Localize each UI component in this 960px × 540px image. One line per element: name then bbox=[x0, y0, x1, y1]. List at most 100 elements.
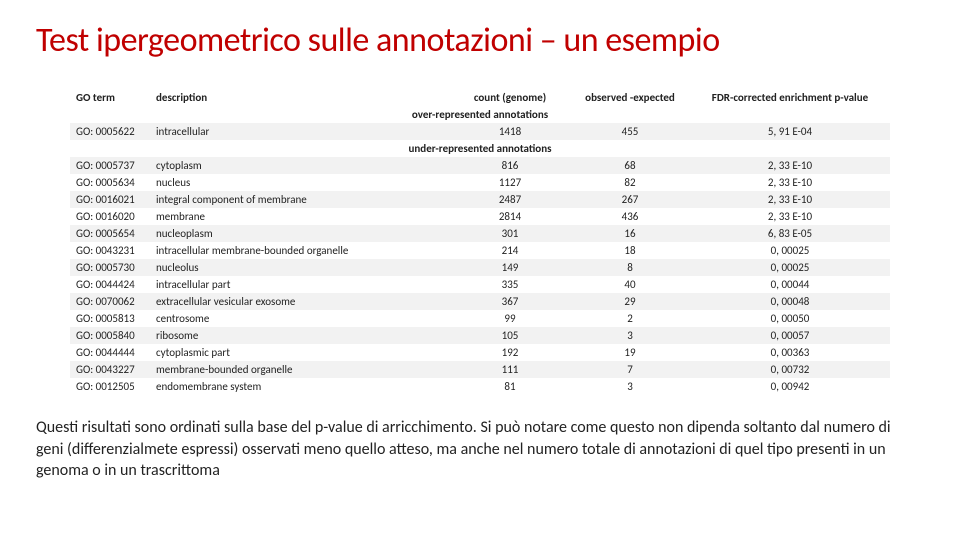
cell-fdr: 0, 00057 bbox=[690, 327, 890, 344]
cell-obs-exp: 7 bbox=[570, 361, 690, 378]
cell-description: extracellular vesicular exosome bbox=[150, 293, 450, 310]
cell-description: membrane-bounded organelle bbox=[150, 361, 450, 378]
cell-obs-exp: 82 bbox=[570, 174, 690, 191]
cell-go-term: GO: 0005840 bbox=[70, 327, 150, 344]
cell-fdr: 5, 91 E-04 bbox=[690, 123, 890, 140]
annotations-table: GO term description count (genome) obser… bbox=[70, 89, 890, 395]
cell-obs-exp: 2 bbox=[570, 310, 690, 327]
th-fdr: FDR-corrected enrichment p-value bbox=[690, 89, 890, 106]
table-row: GO: 0043231intracellular membrane-bounde… bbox=[70, 242, 890, 259]
cell-description: membrane bbox=[150, 208, 450, 225]
cell-obs-exp: 3 bbox=[570, 378, 690, 395]
cell-fdr: 0, 00050 bbox=[690, 310, 890, 327]
section-row: under-represented annotations bbox=[70, 140, 890, 157]
cell-go-term: GO: 0044424 bbox=[70, 276, 150, 293]
cell-count: 192 bbox=[450, 344, 570, 361]
cell-fdr: 2, 33 E-10 bbox=[690, 157, 890, 174]
caption-text: Questi risultati sono ordinati sulla bas… bbox=[36, 417, 916, 482]
cell-fdr: 0, 00942 bbox=[690, 378, 890, 395]
cell-description: cytoplasmic part bbox=[150, 344, 450, 361]
cell-fdr: 2, 33 E-10 bbox=[690, 191, 890, 208]
cell-obs-exp: 8 bbox=[570, 259, 690, 276]
cell-obs-exp: 19 bbox=[570, 344, 690, 361]
cell-description: integral component of membrane bbox=[150, 191, 450, 208]
cell-count: 214 bbox=[450, 242, 570, 259]
cell-go-term: GO: 0043231 bbox=[70, 242, 150, 259]
cell-count: 1127 bbox=[450, 174, 570, 191]
section-label: under-represented annotations bbox=[70, 140, 890, 157]
slide-title: Test ipergeometrico sulle annotazioni – … bbox=[36, 20, 924, 61]
table-row: GO: 0016021integral component of membran… bbox=[70, 191, 890, 208]
cell-fdr: 0, 00363 bbox=[690, 344, 890, 361]
cell-count: 105 bbox=[450, 327, 570, 344]
table-row: GO: 0012505endomembrane system8130, 0094… bbox=[70, 378, 890, 395]
cell-go-term: GO: 0005737 bbox=[70, 157, 150, 174]
cell-fdr: 2, 33 E-10 bbox=[690, 174, 890, 191]
table-row: GO: 0044424intracellular part335400, 000… bbox=[70, 276, 890, 293]
cell-count: 335 bbox=[450, 276, 570, 293]
cell-fdr: 2, 33 E-10 bbox=[690, 208, 890, 225]
th-count: count (genome) bbox=[450, 89, 570, 106]
cell-obs-exp: 3 bbox=[570, 327, 690, 344]
section-label: over-represented annotations bbox=[70, 106, 890, 123]
cell-description: nucleolus bbox=[150, 259, 450, 276]
cell-go-term: GO: 0005622 bbox=[70, 123, 150, 140]
cell-obs-exp: 267 bbox=[570, 191, 690, 208]
table-row: GO: 0005634nucleus1127822, 33 E-10 bbox=[70, 174, 890, 191]
cell-go-term: GO: 0044444 bbox=[70, 344, 150, 361]
annotations-table-wrap: GO term description count (genome) obser… bbox=[70, 89, 890, 395]
cell-count: 301 bbox=[450, 225, 570, 242]
th-obs-exp: observed -expected bbox=[570, 89, 690, 106]
cell-fdr: 0, 00048 bbox=[690, 293, 890, 310]
table-row: GO: 0005737cytoplasm816682, 33 E-10 bbox=[70, 157, 890, 174]
cell-description: endomembrane system bbox=[150, 378, 450, 395]
cell-go-term: GO: 0016021 bbox=[70, 191, 150, 208]
table-row: GO: 0005840ribosome10530, 00057 bbox=[70, 327, 890, 344]
section-row: over-represented annotations bbox=[70, 106, 890, 123]
cell-go-term: GO: 0016020 bbox=[70, 208, 150, 225]
cell-description: intracellular bbox=[150, 123, 450, 140]
table-body: over-represented annotationsGO: 0005622i… bbox=[70, 106, 890, 395]
cell-obs-exp: 436 bbox=[570, 208, 690, 225]
cell-obs-exp: 68 bbox=[570, 157, 690, 174]
cell-count: 99 bbox=[450, 310, 570, 327]
cell-description: nucleoplasm bbox=[150, 225, 450, 242]
cell-description: centrosome bbox=[150, 310, 450, 327]
cell-count: 81 bbox=[450, 378, 570, 395]
table-row: GO: 0016020membrane28144362, 33 E-10 bbox=[70, 208, 890, 225]
cell-count: 816 bbox=[450, 157, 570, 174]
table-row: GO: 0005654nucleoplasm301166, 83 E-05 bbox=[70, 225, 890, 242]
cell-obs-exp: 18 bbox=[570, 242, 690, 259]
table-row: GO: 0005730nucleolus14980, 00025 bbox=[70, 259, 890, 276]
cell-go-term: GO: 0012505 bbox=[70, 378, 150, 395]
cell-go-term: GO: 0005730 bbox=[70, 259, 150, 276]
table-row: GO: 0005813centrosome9920, 00050 bbox=[70, 310, 890, 327]
cell-fdr: 0, 00044 bbox=[690, 276, 890, 293]
cell-description: intracellular part bbox=[150, 276, 450, 293]
cell-fdr: 0, 00732 bbox=[690, 361, 890, 378]
cell-obs-exp: 16 bbox=[570, 225, 690, 242]
table-row: GO: 0044444cytoplasmic part192190, 00363 bbox=[70, 344, 890, 361]
cell-go-term: GO: 0005654 bbox=[70, 225, 150, 242]
cell-count: 149 bbox=[450, 259, 570, 276]
table-row: GO: 0043227membrane-bounded organelle111… bbox=[70, 361, 890, 378]
cell-go-term: GO: 0005813 bbox=[70, 310, 150, 327]
cell-description: cytoplasm bbox=[150, 157, 450, 174]
table-row: GO: 0070062extracellular vesicular exoso… bbox=[70, 293, 890, 310]
table-row: GO: 0005622intracellular14184555, 91 E-0… bbox=[70, 123, 890, 140]
cell-count: 367 bbox=[450, 293, 570, 310]
cell-description: intracellular membrane-bounded organelle bbox=[150, 242, 450, 259]
cell-go-term: GO: 0070062 bbox=[70, 293, 150, 310]
cell-go-term: GO: 0043227 bbox=[70, 361, 150, 378]
cell-fdr: 0, 00025 bbox=[690, 242, 890, 259]
cell-description: ribosome bbox=[150, 327, 450, 344]
th-description: description bbox=[150, 89, 450, 106]
cell-description: nucleus bbox=[150, 174, 450, 191]
cell-obs-exp: 29 bbox=[570, 293, 690, 310]
cell-count: 2814 bbox=[450, 208, 570, 225]
th-go-term: GO term bbox=[70, 89, 150, 106]
cell-obs-exp: 40 bbox=[570, 276, 690, 293]
table-header-row: GO term description count (genome) obser… bbox=[70, 89, 890, 106]
cell-obs-exp: 455 bbox=[570, 123, 690, 140]
cell-fdr: 0, 00025 bbox=[690, 259, 890, 276]
